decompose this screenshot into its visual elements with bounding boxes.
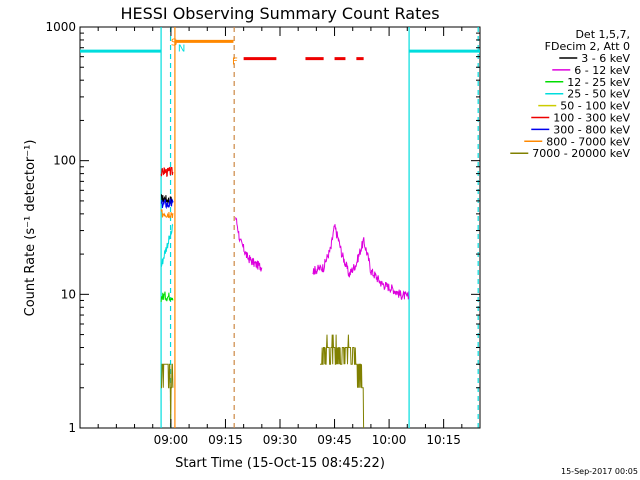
series-line xyxy=(160,223,174,267)
series-line xyxy=(160,209,174,219)
series-line xyxy=(235,217,263,272)
legend-entry: 3 - 6 keV xyxy=(581,52,630,65)
series-line xyxy=(320,334,365,429)
legend-entry: 6 - 12 keV xyxy=(574,64,630,77)
chart-title: HESSI Observing Summary Count Rates xyxy=(120,4,439,23)
legend-entry: 800 - 7000 keV xyxy=(546,135,630,148)
y-tick-label: 100 xyxy=(53,154,76,168)
x-tick-label: 09:45 xyxy=(317,433,352,447)
flag-letter: N xyxy=(178,44,185,55)
plot-frame xyxy=(79,26,481,429)
series-line xyxy=(161,363,174,429)
legend-header: Det 1,5,7, xyxy=(575,28,630,41)
series-line xyxy=(160,291,174,303)
x-tick-label: 09:00 xyxy=(154,433,189,447)
x-tick-label: 10:15 xyxy=(426,433,461,447)
legend-entry: 300 - 800 keV xyxy=(553,123,630,136)
y-tick-label: 1 xyxy=(68,421,76,435)
legend-header: FDecim 2, Att 0 xyxy=(545,40,630,53)
footer-timestamp: 15-Sep-2017 00:05 xyxy=(561,467,638,476)
series-line xyxy=(160,197,174,210)
series-line xyxy=(312,224,410,301)
series-line xyxy=(160,166,174,177)
x-tick-label: 10:00 xyxy=(372,433,407,447)
legend-entry: 50 - 100 keV xyxy=(560,100,630,113)
legend-entry: 25 - 50 keV xyxy=(567,88,630,101)
x-tick-label: 09:30 xyxy=(263,433,298,447)
y-axis-label: Count Rate (s⁻¹ detector⁻¹) xyxy=(23,140,38,317)
flag-letter: S xyxy=(171,37,177,48)
x-axis-label: Start Time (15-Oct-15 08:45:22) xyxy=(175,456,385,471)
legend-entry: 100 - 300 keV xyxy=(553,112,630,125)
x-tick-label: 09:15 xyxy=(208,433,243,447)
y-tick-label: 10 xyxy=(61,287,76,301)
y-tick-label: 1000 xyxy=(45,20,76,34)
legend-entry: 12 - 25 keV xyxy=(567,76,630,89)
flag-letter: F xyxy=(232,57,238,68)
legend-entry: 7000 - 20000 keV xyxy=(532,147,630,160)
